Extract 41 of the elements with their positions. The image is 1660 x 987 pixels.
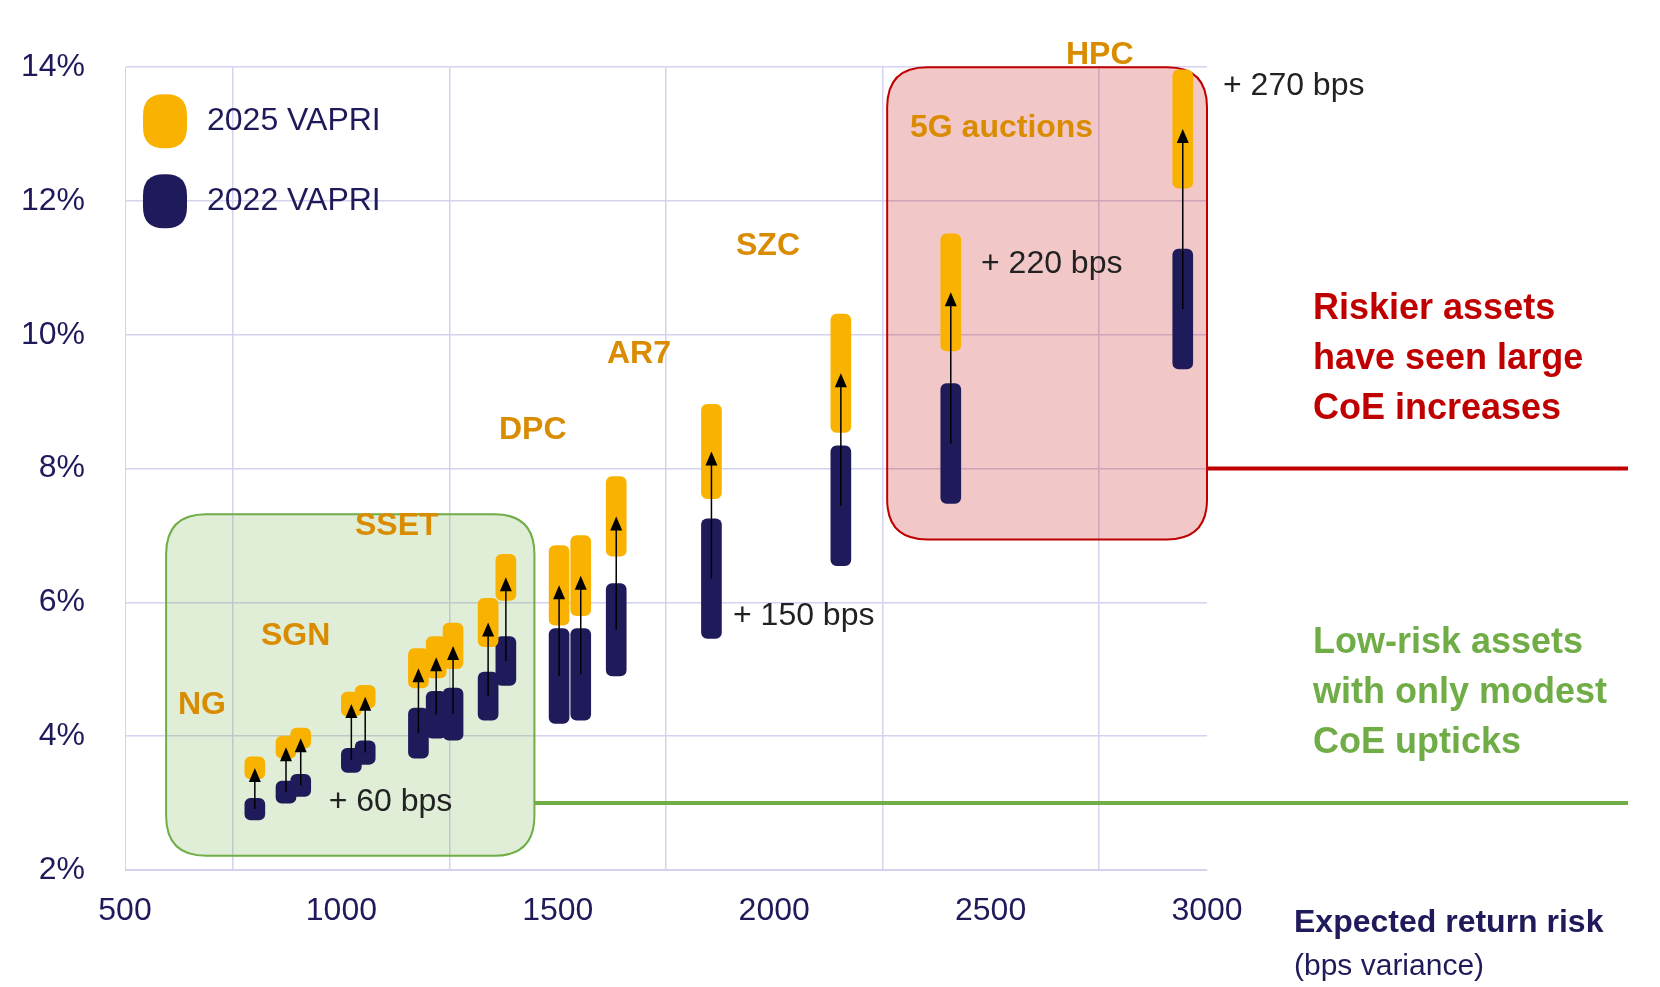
annotation: + 60 bps bbox=[328, 782, 453, 819]
x-tick-label: 2500 bbox=[955, 891, 1027, 928]
annotation: HPC bbox=[1066, 34, 1134, 71]
legend-label: 2022 VAPRI bbox=[207, 181, 381, 218]
bar bbox=[940, 233, 962, 352]
annotation: 5G auctions bbox=[910, 107, 1094, 144]
y-tick-label: 10% bbox=[20, 314, 85, 351]
bar bbox=[477, 598, 499, 647]
x-tick-label: 1500 bbox=[522, 891, 594, 928]
y-tick-label: 2% bbox=[38, 849, 85, 886]
bar bbox=[701, 404, 722, 500]
y-tick-label: 4% bbox=[38, 716, 85, 753]
x-tick-label: 1000 bbox=[305, 891, 377, 928]
annotation: SGN bbox=[261, 615, 331, 652]
annotation: NG bbox=[178, 684, 226, 721]
bar bbox=[701, 518, 722, 639]
annotation: DPC bbox=[499, 409, 567, 446]
annotation: AR7 bbox=[607, 333, 672, 370]
y-tick-label: 6% bbox=[38, 582, 85, 619]
bar bbox=[830, 445, 852, 566]
x-tick-label: 3000 bbox=[1171, 891, 1243, 928]
x-tick-label: 2000 bbox=[738, 891, 810, 928]
annotation: + 150 bps bbox=[733, 595, 875, 632]
annotation: SZC bbox=[736, 225, 800, 262]
legend-label: 2025 VAPRI bbox=[207, 101, 381, 138]
bar bbox=[1172, 69, 1194, 189]
text: + 270 bps bbox=[1223, 65, 1365, 102]
ref-line-label: Riskier assets have seen large CoE increases bbox=[1313, 285, 1584, 427]
bar bbox=[1172, 248, 1194, 370]
x-axis-title: Expected return risk (bps variance) bbox=[1294, 902, 1604, 982]
bar bbox=[605, 476, 627, 557]
ref-line-label: Low-risk assets with only modest CoE upticks bbox=[1312, 620, 1608, 762]
bar bbox=[605, 583, 627, 677]
bar bbox=[830, 313, 852, 433]
y-tick-label: 8% bbox=[38, 448, 85, 485]
y-tick-label: 14% bbox=[20, 47, 85, 84]
x-tick-label: 500 bbox=[98, 891, 152, 928]
bar bbox=[940, 383, 962, 504]
annotation: + 220 bps bbox=[981, 243, 1123, 280]
annotation: SSET bbox=[355, 505, 440, 542]
y-tick-label: 12% bbox=[20, 180, 85, 217]
